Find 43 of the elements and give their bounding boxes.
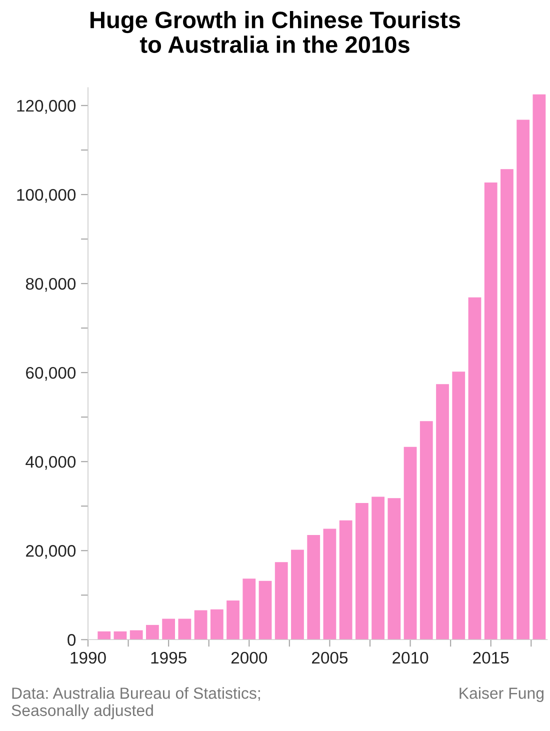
bar — [291, 550, 304, 640]
bar — [130, 630, 143, 640]
bar — [226, 600, 240, 640]
bar — [323, 528, 336, 640]
bar — [210, 609, 224, 640]
y-tick-label: 60,000 — [26, 366, 76, 381]
bar — [162, 618, 176, 640]
bar — [452, 372, 466, 640]
bar — [242, 578, 256, 640]
y-tick-label: 0 — [68, 634, 76, 646]
bar — [355, 502, 368, 640]
x-tick-label: 1995 — [151, 652, 186, 664]
y-tick-label: 20,000 — [26, 545, 76, 559]
bar — [420, 421, 433, 640]
y-tick-label: 40,000 — [26, 456, 76, 470]
bar — [372, 496, 384, 640]
x-tick-label: 2000 — [231, 652, 268, 664]
x-tick-label: 2005 — [312, 652, 348, 664]
text: Data: Australia Bureau of Statistics; Seasonally adjusted — [12, 687, 260, 720]
x-tick-label: 2015 — [473, 652, 509, 664]
bar — [484, 182, 498, 640]
y-tick-label: 100,000 — [17, 188, 76, 203]
bar — [274, 562, 288, 640]
bar — [98, 631, 111, 640]
x-tick-label: 2010 — [392, 652, 428, 664]
bar — [339, 520, 352, 640]
chart-title: Huge Growth in Chinese Tourists to Australia in the 2010s — [90, 10, 460, 53]
bar — [307, 535, 320, 640]
bar — [258, 580, 272, 640]
bar — [178, 618, 192, 640]
bar — [388, 498, 401, 640]
y-tick-label: 80,000 — [26, 278, 76, 292]
text: Kaiser Fung — [460, 687, 544, 702]
bar — [436, 384, 449, 640]
bar — [146, 624, 159, 640]
bar — [194, 610, 208, 640]
bar — [468, 297, 482, 640]
bar — [516, 120, 530, 640]
bar — [532, 94, 546, 640]
y-tick-label: 120,000 — [17, 100, 76, 114]
x-tick-label: 1990 — [70, 652, 106, 664]
bar — [404, 446, 417, 640]
bar — [500, 169, 514, 640]
